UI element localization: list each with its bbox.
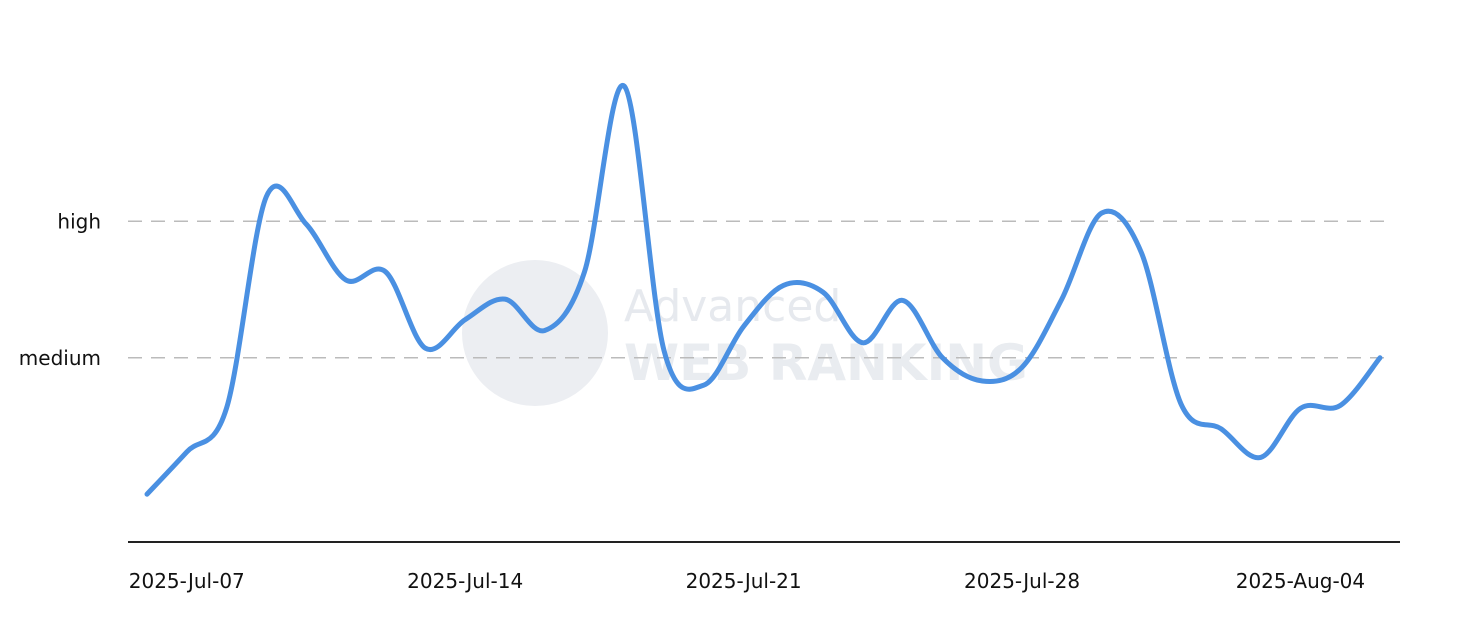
watermark: Advanced WEB RANKING [462,260,1028,406]
y-axis-labels: medium high [19,209,101,369]
watermark-line-2: WEB RANKING [624,334,1028,392]
x-tick-label: 2025-Jul-28 [964,569,1080,593]
x-tick-label: 2025-Jul-07 [129,569,245,593]
y-tick-label: medium [19,346,101,370]
x-axis-labels: 2025-Jul-07 2025-Jul-14 2025-Jul-21 2025-Ju… [129,569,1365,593]
x-tick-label: 2025-Aug-04 [1236,569,1365,593]
x-tick-label: 2025-Jul-21 [686,569,802,593]
y-gridlines [128,220,1388,359]
series-line [144,83,1383,497]
x-tick-label: 2025-Jul-14 [407,569,523,593]
watermark-globe-icon [462,260,608,406]
y-tick-label: high [57,209,101,233]
